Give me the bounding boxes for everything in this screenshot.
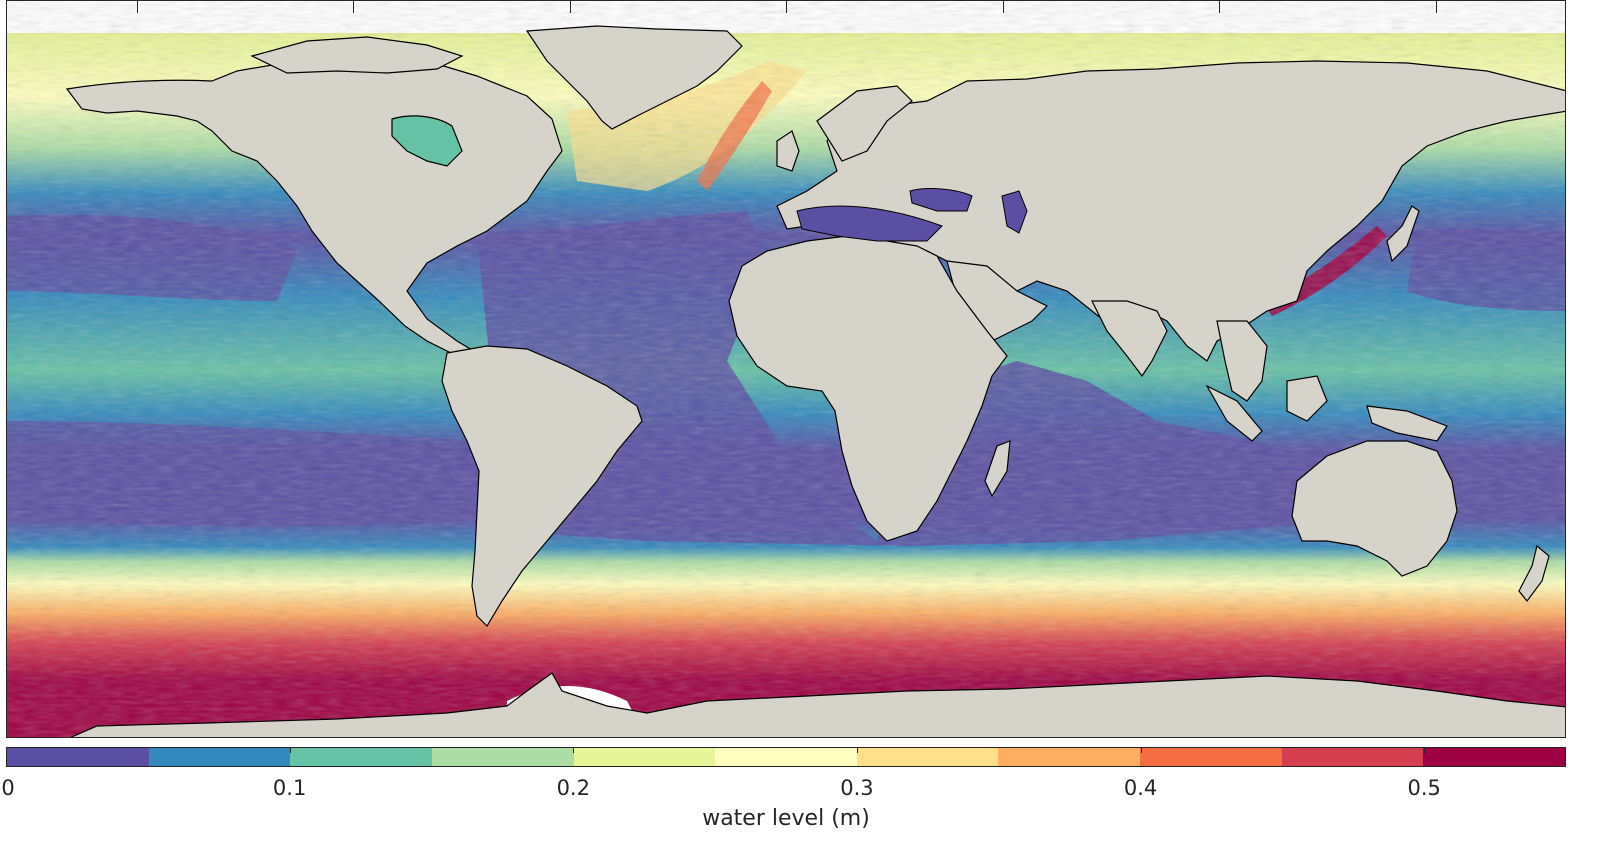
colorbar-segment — [7, 748, 149, 766]
colorbar-segment — [1423, 748, 1566, 766]
antarctica — [70, 672, 1565, 737]
caspian-sea — [1001, 190, 1028, 234]
scandinavia — [816, 85, 913, 162]
map-tick — [1219, 1, 1220, 13]
colorbar-tick-label: 0.2 — [556, 776, 590, 800]
colorbar-tick — [6, 747, 7, 753]
colorbar-tick-label: 0.1 — [272, 776, 307, 800]
india — [1091, 300, 1168, 378]
indochina — [1216, 320, 1268, 402]
uk — [776, 130, 800, 172]
madagascar — [984, 440, 1011, 498]
new-zealand — [1518, 544, 1550, 602]
colorbar-segment — [1140, 748, 1282, 766]
colorbar-segment — [290, 748, 432, 766]
colorbar-tick — [573, 747, 575, 753]
world-map — [6, 0, 1566, 738]
map-tick — [137, 1, 138, 13]
colorbar-tick-label: 0.3 — [840, 776, 874, 800]
map-tick — [786, 1, 787, 13]
map-tick — [353, 1, 354, 13]
australia — [1291, 440, 1458, 577]
map-tick — [1003, 1, 1004, 13]
colorbar-segment — [998, 748, 1141, 766]
sumatra — [1205, 384, 1263, 442]
colorbar-tick-label: 0 — [1, 776, 15, 800]
hudson-bay — [391, 115, 463, 167]
greenland — [525, 25, 743, 130]
africa — [728, 235, 1008, 542]
arctic-islands — [250, 36, 464, 74]
colorbar-tick — [1140, 747, 1142, 753]
mediterranean-sea — [796, 205, 943, 242]
borneo — [1286, 375, 1328, 422]
colorbar-tick-label: 0.5 — [1407, 776, 1441, 800]
map-tick — [1436, 1, 1437, 13]
colorbar-segment — [856, 748, 999, 766]
colorbar-tick — [856, 747, 858, 753]
colorbar-tick — [1424, 747, 1426, 753]
colorbar-tick-label: 0.4 — [1123, 776, 1158, 800]
south-america — [441, 345, 643, 627]
map-tick — [570, 1, 571, 13]
colorbar-title: water level (m) — [702, 806, 870, 831]
eurasia — [776, 60, 1565, 362]
new-guinea — [1366, 405, 1448, 442]
water-level-map-svg — [7, 1, 1565, 737]
colorbar-segment — [1281, 748, 1424, 766]
japan — [1386, 205, 1420, 263]
colorbar — [6, 747, 1566, 767]
colorbar-segment — [148, 748, 291, 766]
colorbar-segment — [573, 748, 716, 766]
black-sea — [909, 188, 973, 212]
colorbar-tick — [289, 747, 291, 753]
colorbar-segment — [431, 748, 574, 766]
colorbar-segment — [715, 748, 857, 766]
land-masses — [65, 25, 1565, 737]
